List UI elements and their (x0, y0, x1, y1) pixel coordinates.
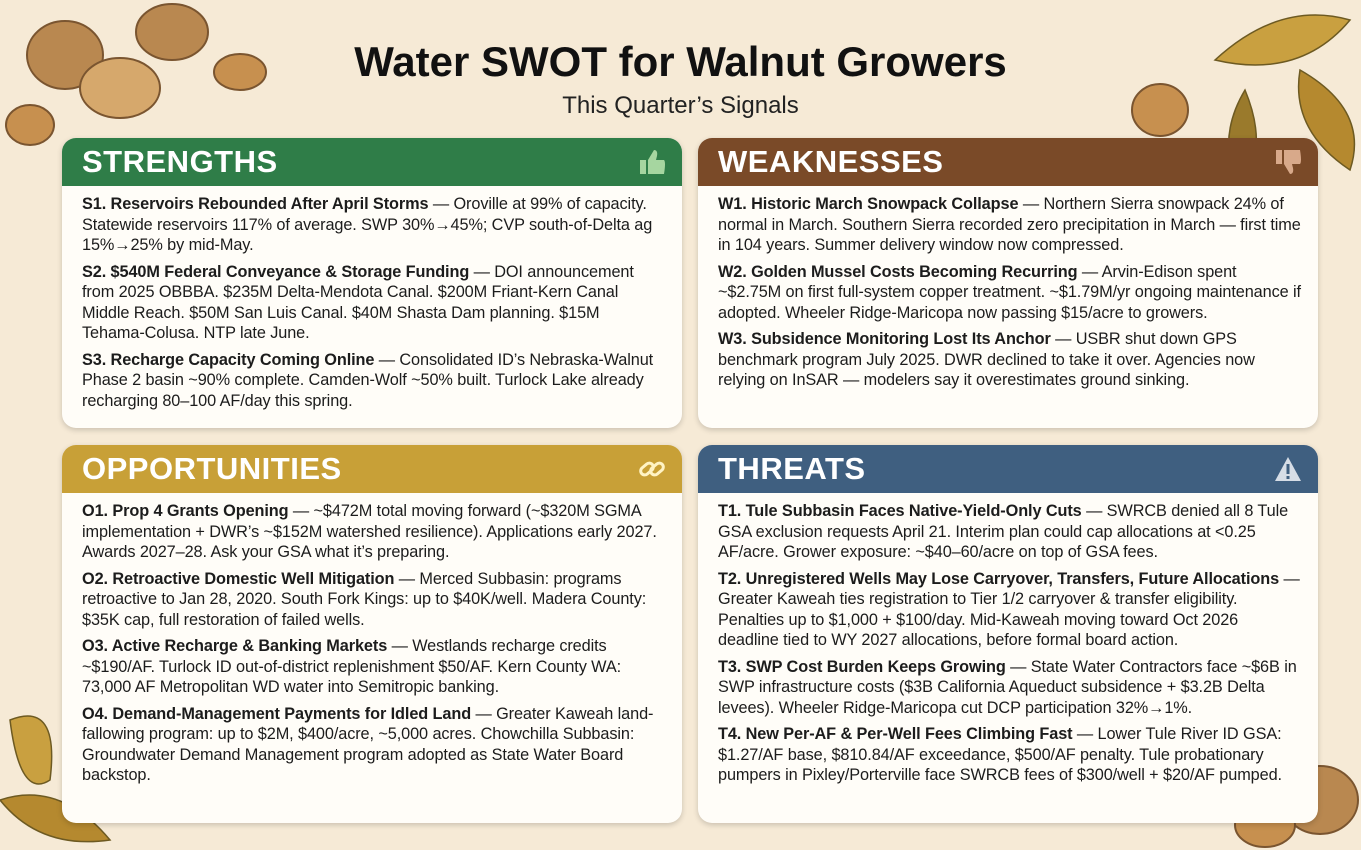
swot-panel: THREATS T1. Tule Subbasin Faces Native-Yi… (698, 445, 1318, 823)
panel-title: THREATS (718, 451, 866, 486)
swot-item: T4. New Per-AF & Per-Well Fees Climbing … (718, 724, 1302, 786)
swot-item: W2. Golden Mussel Costs Becoming Recurri… (718, 262, 1302, 324)
panel-title: STRENGTHS (82, 144, 278, 179)
item-heading: S2. $540M Federal Conveyance & Storage F… (82, 263, 469, 281)
item-heading: T2. Unregistered Wells May Lose Carryove… (718, 570, 1279, 588)
item-heading: O2. Retroactive Domestic Well Mitigation (82, 570, 394, 588)
item-heading: T3. SWP Cost Burden Keeps Growing (718, 658, 1006, 676)
swot-item: T2. Unregistered Wells May Lose Carryove… (718, 569, 1302, 651)
swot-panel: OPPORTUNITIES O1. Prop 4 Grants Opening —… (62, 445, 682, 823)
panel-icon (638, 455, 666, 483)
panel-icon (1274, 455, 1302, 483)
panel-body: S1. Reservoirs Rebounded After April Sto… (62, 186, 682, 411)
swot-item: W1. Historic March Snowpack Collapse — N… (718, 194, 1302, 256)
panel-header: WEAKNESSES (698, 138, 1318, 186)
panel-title: OPPORTUNITIES (82, 451, 342, 486)
item-heading: W1. Historic March Snowpack Collapse (718, 195, 1018, 213)
swot-item: T3. SWP Cost Burden Keeps Growing — Stat… (718, 657, 1302, 719)
swot-item: O2. Retroactive Domestic Well Mitigation… (82, 569, 666, 631)
item-heading: T4. New Per-AF & Per-Well Fees Climbing … (718, 725, 1072, 743)
swot-item: T1. Tule Subbasin Faces Native-Yield-Onl… (718, 501, 1302, 563)
swot-panel: STRENGTHS S1. Reservoirs Rebounded After … (62, 138, 682, 428)
item-heading: O3. Active Recharge & Banking Markets (82, 637, 387, 655)
panel-body: W1. Historic March Snowpack Collapse — N… (698, 186, 1318, 391)
panel-header: STRENGTHS (62, 138, 682, 186)
item-heading: O1. Prop 4 Grants Opening (82, 502, 288, 520)
swot-item: S2. $540M Federal Conveyance & Storage F… (82, 262, 666, 344)
panel-header: THREATS (698, 445, 1318, 493)
panel-title: WEAKNESSES (718, 144, 943, 179)
item-heading: W2. Golden Mussel Costs Becoming Recurri… (718, 263, 1077, 281)
swot-item: O3. Active Recharge & Banking Markets — … (82, 636, 666, 698)
panel-header: OPPORTUNITIES (62, 445, 682, 493)
item-heading: T1. Tule Subbasin Faces Native-Yield-Onl… (718, 502, 1082, 520)
swot-item: S1. Reservoirs Rebounded After April Sto… (82, 194, 666, 256)
swot-item: O4. Demand-Management Payments for Idled… (82, 704, 666, 786)
swot-panel: WEAKNESSES W1. Historic March Snowpack Co… (698, 138, 1318, 428)
swot-item: W3. Subsidence Monitoring Lost Its Ancho… (718, 329, 1302, 391)
panel-body: O1. Prop 4 Grants Opening — ~$472M total… (62, 493, 682, 786)
panel-body: T1. Tule Subbasin Faces Native-Yield-Onl… (698, 493, 1318, 786)
subtitle: This Quarter’s Signals (0, 92, 1361, 120)
panel-icon (638, 148, 666, 176)
item-heading: S1. Reservoirs Rebounded After April Sto… (82, 195, 428, 213)
panel-icon (1274, 148, 1302, 176)
swot-item: S3. Recharge Capacity Coming Online — Co… (82, 350, 666, 412)
title: Water SWOT for Walnut Growers (0, 38, 1361, 86)
page: Water SWOT for Walnut Growers This Quart… (0, 0, 1361, 850)
item-heading: W3. Subsidence Monitoring Lost Its Ancho… (718, 330, 1051, 348)
item-heading: O4. Demand-Management Payments for Idled… (82, 705, 471, 723)
swot-item: O1. Prop 4 Grants Opening — ~$472M total… (82, 501, 666, 563)
item-heading: S3. Recharge Capacity Coming Online (82, 351, 374, 369)
